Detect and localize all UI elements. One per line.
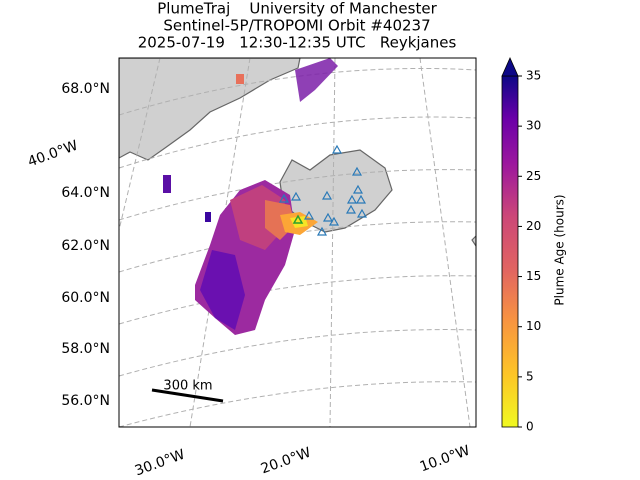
map-area — [119, 58, 476, 427]
title-line: PlumeTraj University of Manchester — [157, 0, 437, 18]
colorbar-tick-label: 20 — [526, 219, 541, 233]
colorbar-extend — [501, 57, 519, 77]
scale-label: 300 km — [163, 379, 212, 394]
lat-label: 68.0°N — [61, 81, 110, 97]
volcanoes — [278, 144, 368, 236]
lat-label: 64.0°N — [61, 185, 110, 201]
title-line: Sentinel-5P/TROPOMI Orbit #40237 — [163, 17, 430, 35]
colorbar-tick-label: 0 — [526, 420, 534, 434]
greenland — [119, 58, 301, 161]
scale-bar — [151, 388, 224, 403]
colorbar-tick-label: 15 — [526, 269, 541, 283]
colorbar-tick-label: 10 — [526, 319, 541, 333]
colorbar-label: Plume Age (hours) — [553, 194, 567, 305]
lat-label: 60.0°N — [61, 290, 110, 306]
plume — [163, 58, 338, 335]
iceland — [279, 149, 393, 233]
lon-label: 30.0°W — [133, 447, 187, 480]
lon-label: 40.0°W — [26, 138, 80, 171]
colorbar-tick-label: 35 — [526, 69, 541, 83]
faroe — [471, 235, 476, 248]
lon-label: 10.0°W — [418, 443, 472, 476]
title-line: 2025-07-19 12:30-12:35 UTC Reykjanes — [138, 34, 457, 52]
colorbar-tick-label: 5 — [526, 369, 534, 383]
colorbar-tick-label: 25 — [526, 169, 541, 183]
colorbar — [501, 57, 519, 428]
lat-label: 62.0°N — [61, 238, 110, 254]
lat-label: 56.0°N — [61, 393, 110, 409]
lon-label: 20.0°W — [259, 445, 313, 478]
lat-label: 58.0°N — [61, 341, 110, 357]
colorbar-tick-label: 30 — [526, 119, 541, 133]
map-frame — [118, 57, 477, 428]
colorbar-gradient — [501, 75, 519, 428]
